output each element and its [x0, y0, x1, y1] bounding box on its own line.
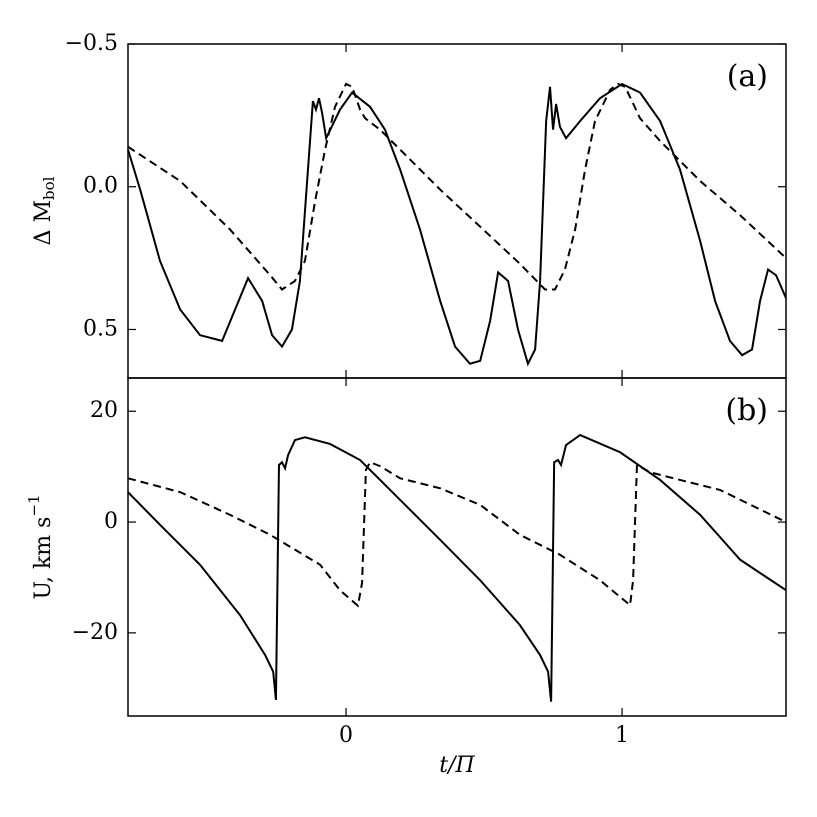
- y-axis-label-base: U, km s: [31, 517, 56, 600]
- y-axis-label: Δ Mbol: [31, 176, 58, 245]
- y-tick-label: 20: [90, 398, 118, 423]
- x-tick-label: 0: [339, 723, 353, 748]
- y-tick-label: −20: [72, 620, 118, 645]
- line-series: [127, 460, 787, 608]
- y-tick-label: 0: [104, 509, 118, 534]
- line-series: [127, 433, 787, 702]
- y-tick-label: −0.5: [65, 31, 118, 56]
- panel-label: (a): [727, 59, 768, 94]
- y-tick-label: 0.5: [83, 316, 118, 341]
- y-axis-label: U, km s−1: [25, 494, 56, 599]
- y-axis-label-base: Δ M: [31, 200, 56, 245]
- line-series: [127, 82, 787, 367]
- y-axis-label-sub: bol: [40, 176, 58, 200]
- x-tick-label: 1: [615, 723, 629, 748]
- x-axis-label: t/Π: [439, 753, 475, 778]
- plot-frame: [127, 377, 787, 717]
- y-tick-label: 0.0: [83, 174, 118, 199]
- panel-label: (b): [725, 393, 768, 428]
- line-series: [127, 82, 787, 291]
- y-axis-label-sup: −1: [25, 494, 43, 516]
